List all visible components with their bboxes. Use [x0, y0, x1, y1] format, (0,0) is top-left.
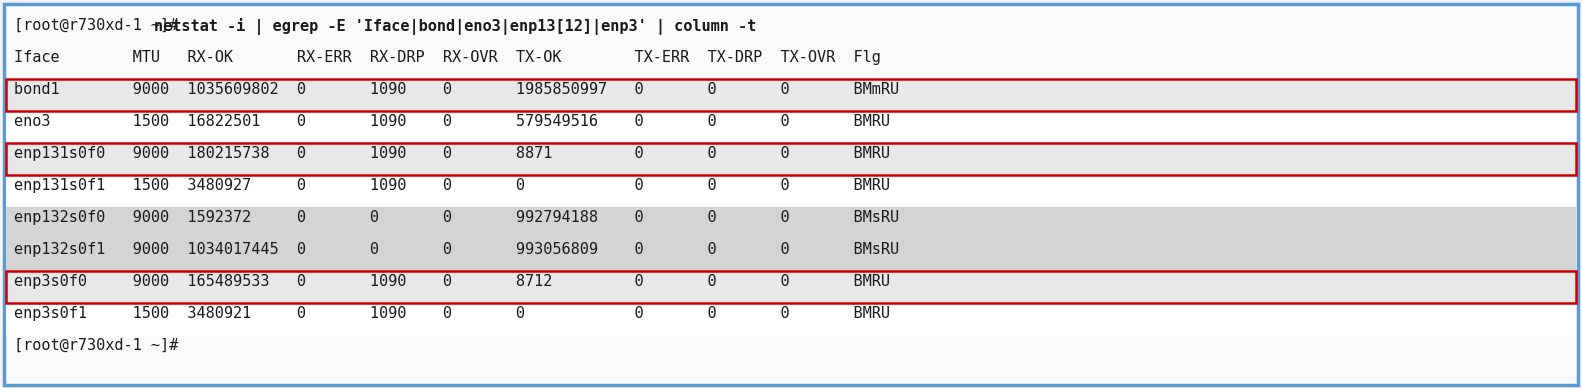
Text: bond1        9000  1035609802  0       1090    0       1985850997   0       0   : bond1 9000 1035609802 0 1090 0 198585099… [14, 82, 899, 97]
Text: enp132s0f1   9000  1034017445  0       0       0       993056809    0       0   : enp132s0f1 9000 1034017445 0 0 0 9930568… [14, 242, 899, 257]
FancyBboxPatch shape [5, 4, 1577, 385]
Text: [root@r730xd-1 ~]#: [root@r730xd-1 ~]# [14, 18, 187, 33]
Text: eno3         1500  16822501    0       1090    0       579549516    0       0   : eno3 1500 16822501 0 1090 0 579549516 0 … [14, 114, 891, 129]
FancyBboxPatch shape [6, 79, 1576, 111]
FancyBboxPatch shape [6, 143, 1576, 175]
Text: enp132s0f0   9000  1592372     0       0       0       992794188    0       0   : enp132s0f0 9000 1592372 0 0 0 992794188 … [14, 210, 899, 225]
Text: enp3s0f0     9000  165489533   0       1090    0       8712         0       0   : enp3s0f0 9000 165489533 0 1090 0 8712 0 … [14, 274, 891, 289]
Text: netstat -i | egrep -E 'Iface|bond|eno3|enp13[12]|enp3' | column -t: netstat -i | egrep -E 'Iface|bond|eno3|e… [153, 18, 756, 35]
FancyBboxPatch shape [6, 175, 1576, 207]
Text: [root@r730xd-1 ~]#: [root@r730xd-1 ~]# [14, 338, 179, 353]
Text: enp131s0f1   1500  3480927     0       1090    0       0            0       0   : enp131s0f1 1500 3480927 0 1090 0 0 0 0 [14, 178, 891, 193]
FancyBboxPatch shape [6, 207, 1576, 239]
FancyBboxPatch shape [6, 111, 1576, 143]
FancyBboxPatch shape [6, 239, 1576, 271]
FancyBboxPatch shape [6, 303, 1576, 335]
FancyBboxPatch shape [6, 271, 1576, 303]
Text: enp3s0f1     1500  3480921     0       1090    0       0            0       0   : enp3s0f1 1500 3480921 0 1090 0 0 0 0 [14, 306, 891, 321]
Text: Iface        MTU   RX-OK       RX-ERR  RX-DRP  RX-OVR  TX-OK        TX-ERR  TX-D: Iface MTU RX-OK RX-ERR RX-DRP RX-OVR TX-… [14, 50, 881, 65]
Text: enp131s0f0   9000  180215738   0       1090    0       8871         0       0   : enp131s0f0 9000 180215738 0 1090 0 8871 … [14, 146, 891, 161]
